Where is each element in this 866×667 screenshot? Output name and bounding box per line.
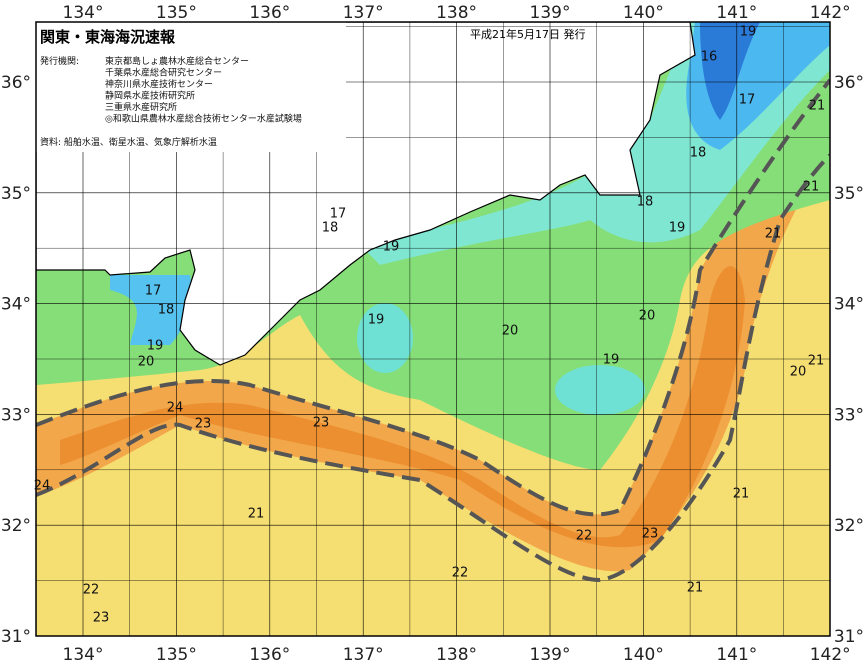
- contour-label: 19: [603, 353, 620, 368]
- lon-label: 142°: [810, 645, 851, 665]
- contour-label: 22: [452, 566, 469, 581]
- lon-label: 141°: [716, 3, 757, 23]
- lon-label: 140°: [623, 645, 664, 665]
- issuer-label: 発行機関:: [40, 55, 79, 67]
- lon-label: 137°: [343, 645, 384, 665]
- lon-label: 136°: [249, 645, 290, 665]
- contour-label: 21: [687, 581, 704, 596]
- contour-label: 23: [642, 527, 659, 542]
- contour-label: 19: [669, 221, 686, 236]
- bay-blue: [110, 275, 192, 345]
- contour-label: 21: [809, 99, 826, 114]
- lat-label: 34°: [1, 295, 31, 315]
- kuroshio-band: [36, 80, 830, 572]
- lat-label: 36°: [1, 73, 31, 93]
- info-box: [36, 22, 346, 152]
- coastal-deep-blue: [700, 22, 760, 120]
- contour-label: 20: [639, 309, 656, 324]
- contour-label: 19: [383, 240, 400, 255]
- contour-label: 18: [158, 303, 175, 318]
- title: 関東・東海海況速報: [40, 28, 176, 46]
- lat-label: 33°: [1, 405, 31, 425]
- contour-label: 24: [34, 479, 51, 494]
- contour-label: 23: [93, 611, 110, 626]
- lat-label: 32°: [834, 516, 864, 536]
- contour-label: 24: [167, 401, 184, 416]
- labels: 東京都島しょ農林水産総合センター千葉県水産総合研究センター神奈川県水産技術センタ…: [1, 3, 864, 665]
- lat-label: 34°: [834, 295, 864, 315]
- lon-label: 140°: [623, 3, 664, 23]
- kuroshio-edge: [36, 78, 830, 517]
- contour-label: 18: [637, 195, 654, 210]
- issuer: 静岡県水産技術研究所: [105, 90, 195, 102]
- kuroshio-edge: [36, 153, 830, 583]
- lon-label: 134°: [63, 645, 104, 665]
- contour-label: 22: [83, 583, 100, 598]
- contour-label: 20: [790, 365, 807, 380]
- lon-label: 138°: [436, 645, 477, 665]
- kuroshio-axis: [36, 78, 830, 583]
- lon-label: 139°: [530, 3, 571, 23]
- lon-label: 141°: [716, 645, 757, 665]
- contour-label: 19: [368, 313, 385, 328]
- lon-label: 137°: [343, 3, 384, 23]
- lat-label: 36°: [834, 73, 864, 93]
- contour-label: 20: [138, 355, 155, 370]
- lon-label: 136°: [249, 3, 290, 23]
- lon-label: 134°: [63, 3, 104, 23]
- contour-label: 16: [701, 50, 718, 65]
- contour-label: 19: [740, 25, 757, 40]
- map-frame: [35, 21, 831, 637]
- contour-label: 21: [808, 354, 825, 369]
- issuer: 東京都島しょ農林水産総合センター: [105, 55, 249, 67]
- issue-date: 平成21年5月17日 発行: [470, 27, 586, 41]
- lat-label: 31°: [1, 627, 31, 647]
- contour-label: 22: [576, 529, 593, 544]
- contour-label: 18: [322, 221, 339, 236]
- issuer: ◎和歌山県農林水産総合技術センター水産試験場: [105, 113, 302, 125]
- contour-label: 17: [145, 284, 162, 299]
- contour-label: 21: [733, 487, 750, 502]
- lat-label: 35°: [1, 184, 31, 204]
- contour-label: 23: [195, 417, 212, 432]
- cold-eddy: [357, 303, 413, 373]
- contour-label: 17: [330, 207, 347, 222]
- contour-label: 17: [739, 93, 756, 108]
- lon-label: 135°: [156, 3, 197, 23]
- lat-label: 31°: [834, 627, 864, 647]
- issuer: 神奈川県水産技術センター: [105, 78, 213, 90]
- contour-label: 21: [765, 227, 782, 242]
- lon-label: 139°: [530, 645, 571, 665]
- issuer: 千葉県水産総合研究センター: [105, 67, 222, 79]
- kuroshio-core: [60, 266, 745, 548]
- contour-label: 19: [147, 339, 164, 354]
- contour-label: 20: [502, 324, 519, 339]
- cold-eddy: [555, 365, 645, 415]
- contour-label: 23: [313, 416, 330, 431]
- map-area: [36, 22, 830, 636]
- issuer: 三重県水産研究所: [105, 101, 177, 113]
- lon-label: 142°: [810, 3, 851, 23]
- lon-label: 135°: [156, 645, 197, 665]
- lat-label: 35°: [834, 184, 864, 204]
- contour-label: 18: [690, 146, 707, 161]
- lat-label: 33°: [834, 405, 864, 425]
- source: 資料: 船舶水温、衛星水温、気象庁解析水温: [40, 136, 217, 148]
- lon-label: 138°: [436, 3, 477, 23]
- contour-label: 21: [803, 180, 820, 195]
- lat-label: 32°: [1, 516, 31, 536]
- contour-label: 21: [248, 507, 265, 522]
